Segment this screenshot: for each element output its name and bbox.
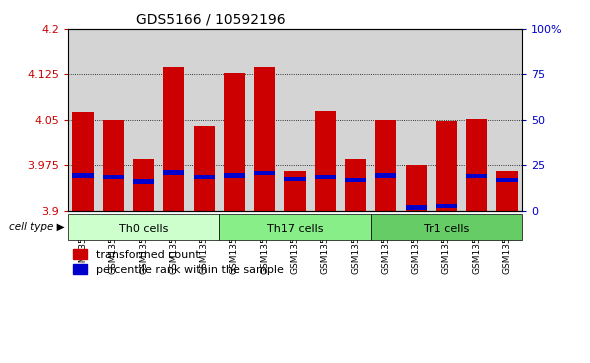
Bar — [194, 175, 215, 179]
Bar — [401, 29, 431, 211]
Bar — [254, 171, 276, 175]
Text: Tr1 cells: Tr1 cells — [424, 224, 469, 233]
Bar — [436, 204, 457, 208]
Bar — [219, 214, 371, 240]
Bar — [371, 29, 401, 211]
Bar — [163, 66, 185, 211]
Bar — [436, 121, 457, 211]
Bar — [284, 171, 306, 211]
Bar — [375, 120, 396, 211]
Bar — [405, 205, 427, 209]
Bar — [133, 159, 154, 211]
Bar — [224, 73, 245, 211]
Bar — [280, 29, 310, 211]
Bar — [159, 29, 189, 211]
Bar — [284, 177, 306, 181]
Bar — [68, 29, 98, 211]
Bar — [68, 214, 219, 240]
Bar — [496, 171, 517, 211]
Bar — [371, 214, 522, 240]
Bar — [194, 126, 215, 211]
Legend: transformed count, percentile rank within the sample: transformed count, percentile rank withi… — [73, 249, 284, 275]
Bar — [314, 175, 336, 179]
Text: GDS5166 / 10592196: GDS5166 / 10592196 — [136, 12, 286, 26]
Bar — [496, 178, 517, 182]
Bar — [224, 173, 245, 178]
Bar — [345, 159, 366, 211]
Text: Th17 cells: Th17 cells — [267, 224, 323, 233]
Bar — [345, 178, 366, 182]
Bar — [73, 173, 94, 178]
Bar — [492, 29, 522, 211]
Bar — [163, 170, 185, 175]
Bar — [103, 120, 124, 211]
Bar — [219, 29, 250, 211]
Text: cell type ▶: cell type ▶ — [9, 222, 65, 232]
Bar — [133, 179, 154, 184]
Bar — [129, 29, 159, 211]
Bar — [375, 173, 396, 178]
Bar — [466, 174, 487, 178]
Bar — [254, 66, 276, 211]
Bar — [98, 29, 129, 211]
Bar — [405, 164, 427, 211]
Bar — [461, 29, 492, 211]
Bar — [340, 29, 371, 211]
Bar — [189, 29, 219, 211]
Bar — [250, 29, 280, 211]
Bar — [73, 112, 94, 211]
Bar — [103, 175, 124, 179]
Bar — [431, 29, 461, 211]
Bar — [466, 119, 487, 211]
Text: Th0 cells: Th0 cells — [119, 224, 168, 233]
Bar — [310, 29, 340, 211]
Bar — [314, 111, 336, 211]
